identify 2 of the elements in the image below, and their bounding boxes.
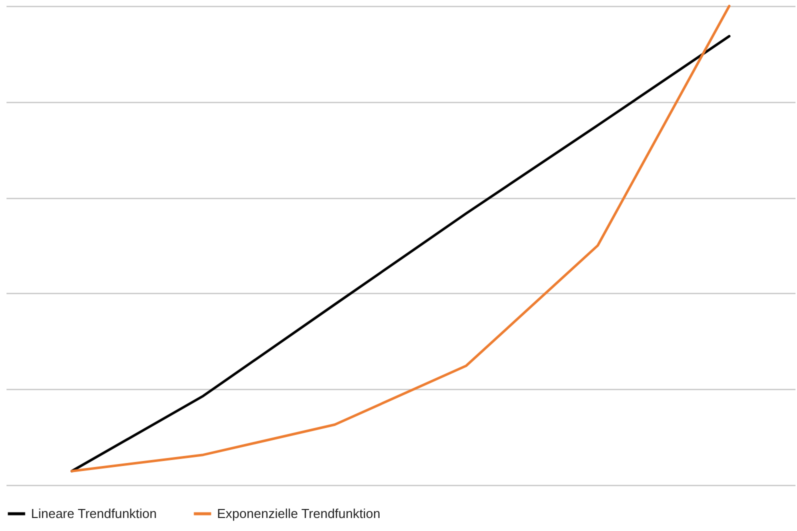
legend-label: Exponenzielle Trendfunktion [217, 506, 380, 521]
legend-label: Lineare Trendfunktion [31, 506, 157, 521]
